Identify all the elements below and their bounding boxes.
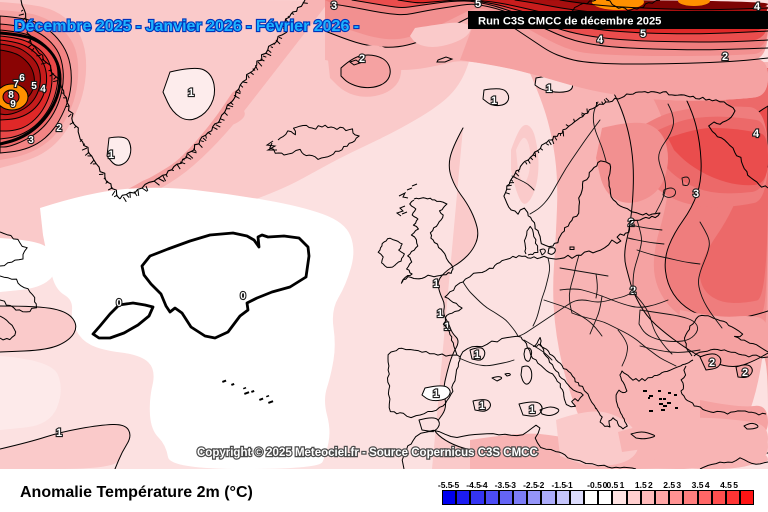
svg-text:8: 8 [8, 90, 14, 101]
svg-text:Copyright © 2025 Meteociel.fr: Copyright © 2025 Meteociel.fr - Source C… [197, 447, 538, 459]
svg-text:4: 4 [753, 128, 760, 140]
svg-text:3: 3 [693, 188, 699, 200]
svg-text:2: 2 [722, 51, 728, 63]
svg-text:1: 1 [529, 404, 535, 416]
svg-text:1: 1 [437, 308, 443, 320]
svg-text:1: 1 [491, 95, 497, 107]
svg-text:2: 2 [628, 217, 634, 229]
svg-text:0: 0 [240, 291, 246, 302]
svg-text:Run C3S CMCC de décembre 2025: Run C3S CMCC de décembre 2025 [478, 16, 661, 28]
svg-text:4: 4 [40, 84, 46, 95]
svg-text:0: 0 [116, 298, 122, 309]
svg-text:2: 2 [56, 123, 62, 134]
svg-text:1: 1 [108, 149, 114, 161]
svg-text:2: 2 [742, 367, 748, 379]
svg-text:5: 5 [640, 28, 646, 40]
svg-text:1: 1 [188, 87, 194, 99]
svg-text:1: 1 [433, 388, 439, 400]
svg-text:3: 3 [331, 0, 337, 12]
svg-text:5: 5 [475, 0, 481, 10]
svg-text:1: 1 [479, 400, 485, 412]
svg-text:1: 1 [56, 427, 62, 439]
svg-text:4: 4 [754, 1, 761, 13]
svg-text:Décembre 2025 - Janvier 2026 -: Décembre 2025 - Janvier 2026 - Février 2… [14, 18, 359, 35]
svg-text:6: 6 [19, 73, 25, 84]
svg-text:1: 1 [474, 349, 480, 361]
svg-text:1: 1 [546, 83, 552, 95]
svg-text:1: 1 [444, 321, 450, 333]
svg-text:2: 2 [359, 53, 365, 65]
svg-text:1: 1 [433, 278, 439, 290]
svg-text:3: 3 [28, 135, 34, 146]
svg-text:9: 9 [10, 99, 16, 110]
svg-text:7: 7 [13, 79, 19, 90]
svg-text:5: 5 [31, 81, 37, 92]
svg-text:4: 4 [597, 34, 604, 46]
svg-text:2: 2 [709, 357, 715, 369]
